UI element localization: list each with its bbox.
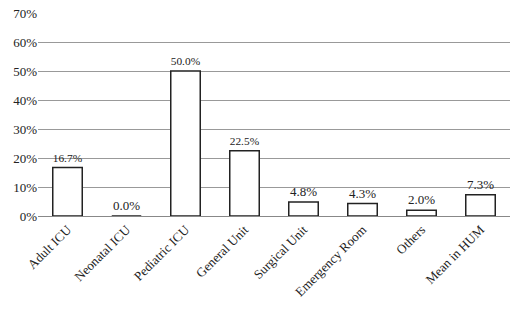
svg-text:50%: 50% bbox=[13, 64, 37, 79]
svg-text:22.5%: 22.5% bbox=[230, 135, 260, 147]
svg-text:4.8%: 4.8% bbox=[290, 184, 317, 199]
svg-text:50.0%: 50.0% bbox=[171, 55, 201, 67]
svg-text:7.3%: 7.3% bbox=[467, 177, 494, 192]
svg-text:16.7%: 16.7% bbox=[53, 152, 83, 164]
svg-text:Surgical Unit: Surgical Unit bbox=[251, 222, 311, 282]
svg-text:2.0%: 2.0% bbox=[408, 192, 435, 207]
svg-text:10%: 10% bbox=[13, 180, 37, 195]
svg-text:Adult ICU: Adult ICU bbox=[25, 222, 75, 272]
svg-text:Others: Others bbox=[393, 222, 428, 257]
svg-text:4.3%: 4.3% bbox=[349, 186, 376, 201]
svg-text:30%: 30% bbox=[13, 122, 37, 137]
svg-text:Neonatal ICU: Neonatal ICU bbox=[71, 222, 133, 284]
svg-text:20%: 20% bbox=[13, 151, 37, 166]
svg-text:Pediatric ICU: Pediatric ICU bbox=[131, 222, 193, 284]
svg-text:0%: 0% bbox=[20, 209, 38, 224]
svg-text:0.0%: 0.0% bbox=[113, 198, 140, 213]
svg-text:60%: 60% bbox=[13, 35, 37, 50]
svg-text:40%: 40% bbox=[13, 93, 37, 108]
svg-text:Emergency Room: Emergency Room bbox=[292, 222, 369, 299]
svg-text:General Unit: General Unit bbox=[193, 222, 252, 281]
svg-text:70%: 70% bbox=[13, 6, 37, 21]
svg-text:Mean in HUM: Mean in HUM bbox=[422, 222, 487, 287]
